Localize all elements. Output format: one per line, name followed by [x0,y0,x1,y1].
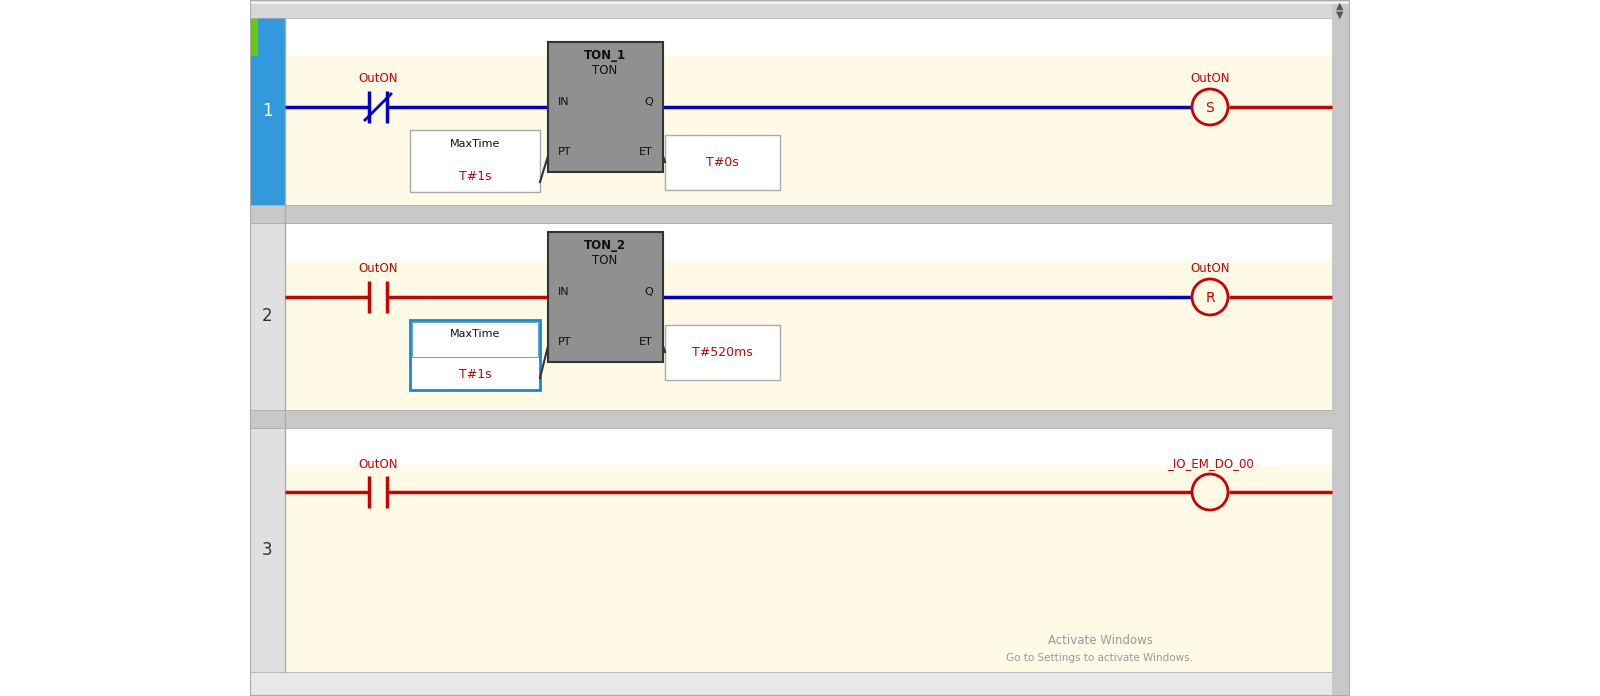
Text: _IO_EM_DO_00: _IO_EM_DO_00 [1166,457,1253,470]
Text: MaxTime: MaxTime [450,139,501,149]
Text: IN: IN [558,287,570,297]
Bar [547,232,662,362]
Bar [285,261,1331,410]
Bar [666,325,781,380]
Text: OutON: OutON [358,262,398,276]
Text: S: S [1206,101,1214,115]
Bar [285,466,1331,672]
Bar [250,428,285,672]
Text: T#1s: T#1s [459,367,491,381]
Text: ▲: ▲ [1336,1,1344,11]
Bar [250,410,1350,428]
Bar [547,42,662,172]
Text: MaxTime: MaxTime [450,329,501,339]
Bar [285,18,1331,56]
Text: OutON: OutON [1190,262,1230,276]
Text: 1: 1 [262,102,272,120]
Bar [666,135,781,190]
Text: OutON: OutON [358,72,398,86]
Bar [250,223,285,410]
Text: TON: TON [592,63,618,77]
Text: OutON: OutON [358,457,398,470]
Text: ET: ET [640,337,653,347]
Text: Q: Q [645,287,653,297]
Text: T#0s: T#0s [706,155,738,168]
Text: R: R [1205,291,1214,305]
Text: Go to Settings to activate Windows.: Go to Settings to activate Windows. [1006,653,1194,663]
Bar [250,18,258,56]
Text: PT: PT [558,337,571,347]
Bar [285,428,1331,466]
Text: 2: 2 [262,307,272,325]
Bar [285,56,1331,205]
Text: ▼: ▼ [1336,10,1344,20]
Bar [250,205,1350,223]
Text: Activate Windows: Activate Windows [1048,633,1152,647]
Text: PT: PT [558,147,571,157]
Bar [250,18,285,205]
Text: TON_2: TON_2 [584,239,626,253]
Bar [250,0,1350,18]
Bar [1331,0,1360,696]
Text: IN: IN [558,97,570,107]
Bar [285,223,1331,261]
Text: Q: Q [645,97,653,107]
Text: TON_1: TON_1 [584,49,626,63]
Bar [410,320,541,390]
Text: T#1s: T#1s [459,170,491,182]
Text: T#520ms: T#520ms [691,345,752,358]
Text: OutON: OutON [1190,72,1230,86]
Bar [410,130,541,192]
Bar [413,322,538,357]
Text: 3: 3 [262,541,272,559]
Text: ET: ET [640,147,653,157]
Text: TON: TON [592,253,618,267]
Bar [250,0,1350,4]
